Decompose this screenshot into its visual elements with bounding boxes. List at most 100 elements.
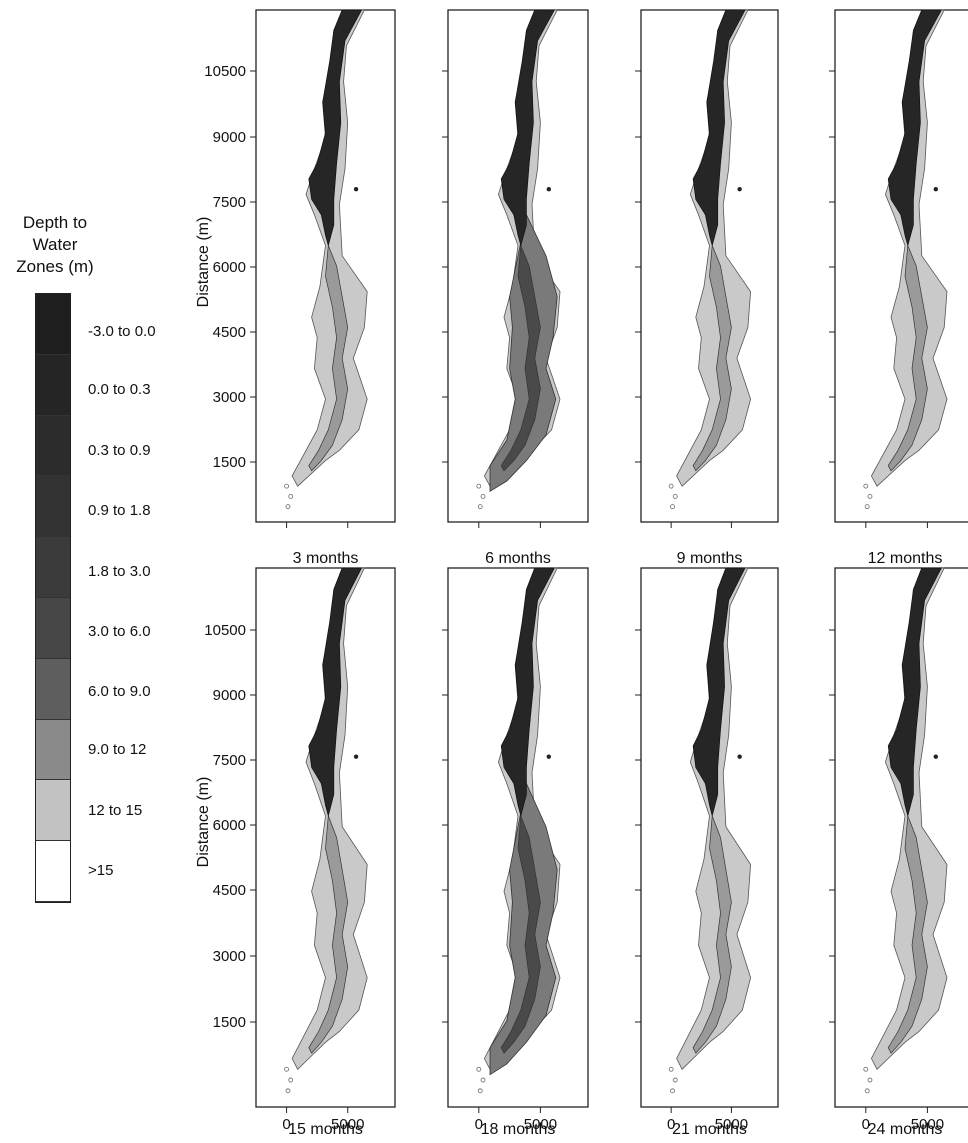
- legend-label: 3.0 to 6.0: [88, 623, 151, 640]
- isolated-patch: [476, 483, 482, 489]
- isolated-patch: [476, 1066, 482, 1072]
- zone-channel: [887, 245, 928, 472]
- zone-channel: [692, 815, 732, 1054]
- legend-label: 0.3 to 0.9: [88, 442, 151, 459]
- legend-label: -3.0 to 0.0: [88, 323, 156, 340]
- isolated-patch: [284, 1066, 289, 1072]
- x-tick-label: 5000: [911, 1116, 944, 1133]
- y-tick-label: 7500: [213, 194, 246, 211]
- x-tick-label: 5000: [715, 1116, 748, 1133]
- panel-caption: 15 months: [288, 1121, 363, 1138]
- legend-colorbar: [35, 293, 71, 903]
- x-tick-label: 5000: [331, 1116, 364, 1133]
- isolated-patch: [285, 1088, 291, 1094]
- isolated-patch: [670, 1088, 675, 1094]
- y-axis-label: Distance (m): [195, 777, 212, 868]
- y-tick-label: 9000: [213, 687, 246, 704]
- zone-channel: [500, 245, 541, 472]
- x-tick-label: 0: [862, 1116, 870, 1133]
- y-tick-label: 3000: [213, 389, 246, 406]
- isolated-patch: [863, 1066, 869, 1072]
- legend-title: Depth to Water Zones (m): [0, 212, 110, 278]
- isolated-patch: [477, 1088, 483, 1094]
- panel-caption: 18 months: [481, 1121, 556, 1138]
- zone-dark: [500, 9, 555, 247]
- zone-channel: [500, 815, 541, 1054]
- legend-swatch: [36, 415, 70, 477]
- legend-label: 12 to 15: [88, 802, 143, 819]
- legend-label: >15: [88, 862, 114, 879]
- legend-swatch: [36, 719, 70, 781]
- isolated-patch: [737, 187, 742, 192]
- isolated-patch: [546, 187, 551, 192]
- isolated-patch: [933, 754, 938, 759]
- panel-caption: 24 months: [868, 1121, 943, 1138]
- zone-dark: [500, 567, 555, 818]
- zone-dark: [887, 9, 942, 247]
- isolated-patch: [933, 187, 938, 192]
- y-tick-label: 10500: [204, 63, 246, 80]
- legend-label: 0.0 to 0.3: [88, 381, 151, 398]
- isolated-patch: [737, 754, 742, 759]
- x-tick-label: 5000: [524, 1116, 557, 1133]
- panel-caption: 3 months: [293, 550, 359, 567]
- zone-channel: [308, 815, 349, 1054]
- zone-channel: [692, 245, 732, 472]
- y-tick-label: 1500: [213, 1014, 246, 1031]
- y-tick-label: 7500: [213, 752, 246, 769]
- y-tick-label: 1500: [213, 454, 246, 471]
- legend-swatch: [36, 476, 70, 538]
- isolated-patch: [672, 1077, 678, 1083]
- map-panel: 6 months: [442, 9, 589, 567]
- legend-swatch: [36, 354, 70, 416]
- isolated-patch: [672, 493, 678, 499]
- y-tick-label: 3000: [213, 948, 246, 965]
- panel-caption: 6 months: [485, 550, 551, 567]
- zone-medium: [489, 782, 558, 1076]
- panel-caption: 12 months: [868, 550, 943, 567]
- zone-dark: [887, 567, 942, 818]
- isolated-patch: [288, 493, 294, 499]
- isolated-patch: [668, 483, 674, 489]
- map-panel: 3 months: [250, 9, 396, 567]
- x-tick-label: 0: [667, 1116, 675, 1133]
- y-tick-label: 6000: [213, 259, 246, 276]
- y-tick-label: 4500: [213, 324, 246, 341]
- zone-channel: [308, 245, 349, 472]
- legend-swatch: [36, 780, 70, 842]
- zone-channel: [887, 815, 928, 1054]
- isolated-patch: [546, 754, 551, 759]
- isolated-patch: [480, 493, 486, 499]
- zone-dark: [308, 9, 363, 247]
- isolated-patch: [863, 483, 869, 489]
- zone-dark: [692, 9, 746, 247]
- isolated-patch: [480, 1077, 486, 1083]
- zone-dark: [692, 567, 746, 816]
- isolated-patch: [285, 504, 291, 510]
- panel-caption: 9 months: [677, 550, 743, 567]
- legend-label: 1.8 to 3.0: [88, 563, 151, 580]
- isolated-patch: [288, 1077, 294, 1083]
- legend-swatch: [36, 537, 70, 598]
- isolated-patch: [353, 187, 359, 192]
- x-tick-label: 0: [475, 1116, 483, 1133]
- isolated-patch: [353, 754, 359, 759]
- legend-swatch: [36, 598, 70, 659]
- legend-label: 6.0 to 9.0: [88, 683, 151, 700]
- map-panel: 12 months: [829, 9, 968, 567]
- isolated-patch: [668, 1066, 674, 1072]
- legend-swatch: [36, 294, 70, 355]
- zone-dark: [308, 567, 363, 818]
- panel-caption: 21 months: [672, 1121, 747, 1138]
- isolated-patch: [864, 504, 870, 510]
- y-axis-label: Distance (m): [195, 217, 212, 308]
- legend-label: 9.0 to 12: [88, 741, 147, 758]
- x-tick-label: 0: [282, 1116, 290, 1133]
- isolated-patch: [864, 1088, 870, 1094]
- isolated-patch: [867, 493, 873, 499]
